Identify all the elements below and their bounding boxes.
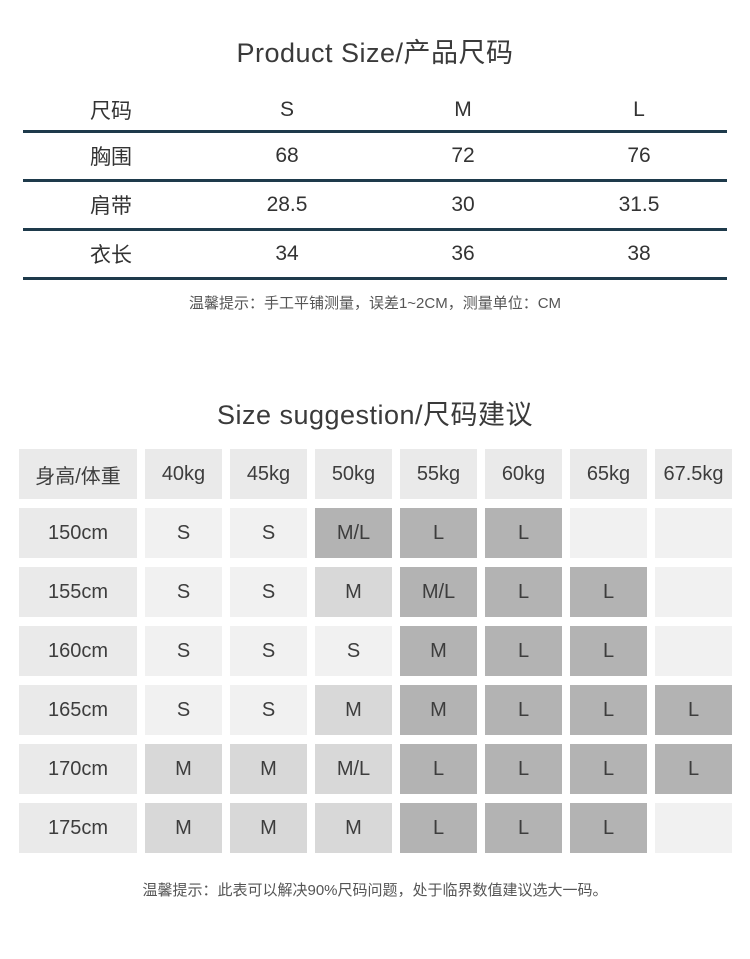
size-recommendation-cell: S <box>145 626 222 676</box>
measure-label: 肩带 <box>90 195 132 218</box>
size-recommendation-cell: M <box>315 685 392 735</box>
size-recommendation-cell: M <box>230 744 307 794</box>
height-label: 165cm <box>19 685 137 735</box>
size-suggestion-title: Size suggestion/尺码建议 <box>216 400 534 430</box>
size-recommendation-cell: L <box>570 685 647 735</box>
product-size-row: 肩带 28.5 30 31.5 <box>23 182 727 231</box>
measure-value: S <box>279 98 294 121</box>
height-label: 150cm <box>19 508 137 558</box>
weight-header: 65kg <box>570 449 647 499</box>
height-label: 170cm <box>19 744 137 794</box>
size-suggestion-table: 身高/体重 40kg 45kg 50kg 55kg 60kg 65kg 67.5kg 150cm… <box>19 449 732 853</box>
size-recommendation-cell: L <box>570 744 647 794</box>
product-size-section: Product Size/产品尺码 尺码 S M L 胸围 68 72 76 肩带 28.5 30 3… <box>0 0 750 314</box>
measure-value: M <box>454 98 472 121</box>
height-weight-header: 身高/体重 <box>19 449 137 499</box>
weight-header: 55kg <box>400 449 477 499</box>
product-size-header-row: 尺码 S M L <box>23 90 727 133</box>
size-recommendation-cell: M <box>315 567 392 617</box>
size-recommendation-cell: L <box>485 626 562 676</box>
measure-value: 30 <box>451 193 475 216</box>
size-recommendation-cell: L <box>485 685 562 735</box>
size-recommendation-cell: L <box>400 803 477 853</box>
size-recommendation-cell: S <box>145 508 222 558</box>
size-recommendation-cell: L <box>485 744 562 794</box>
size-recommendation-cell: L <box>485 567 562 617</box>
size-suggestion-section: Size suggestion/尺码建议 身高/体重 40kg 45kg 50kg 55… <box>0 398 750 901</box>
size-recommendation-cell: M <box>145 803 222 853</box>
product-size-table: 尺码 S M L 胸围 68 72 76 肩带 28.5 30 31.5 衣长 34 36 38 <box>23 90 727 280</box>
measure-label: 胸围 <box>90 146 132 169</box>
measure-value: 34 <box>275 242 299 265</box>
size-recommendation-cell: S <box>230 685 307 735</box>
empty-cell <box>655 626 732 676</box>
size-recommendation-cell: S <box>315 626 392 676</box>
size-recommendation-cell: M <box>145 744 222 794</box>
size-recommendation-cell: L <box>570 626 647 676</box>
suggestion-note: 温馨提示：此表可以解决90%尺码问题，处于临界数值建议选大一码。 <box>142 882 608 899</box>
measure-value: 36 <box>451 242 475 265</box>
height-label: 160cm <box>19 626 137 676</box>
measure-value: 38 <box>627 242 651 265</box>
height-label: 175cm <box>19 803 137 853</box>
size-recommendation-cell: S <box>230 626 307 676</box>
empty-cell <box>655 803 732 853</box>
weight-header: 45kg <box>230 449 307 499</box>
size-recommendation-cell: S <box>230 567 307 617</box>
size-recommendation-cell: S <box>145 685 222 735</box>
measure-value: 76 <box>627 144 651 167</box>
size-recommendation-cell: L <box>655 685 732 735</box>
size-recommendation-cell: M/L <box>400 567 477 617</box>
product-size-title: Product Size/产品尺码 <box>236 38 514 68</box>
measure-value: 31.5 <box>618 193 660 216</box>
size-recommendation-cell: M/L <box>315 744 392 794</box>
size-recommendation-cell: M <box>400 626 477 676</box>
empty-cell <box>570 508 647 558</box>
size-recommendation-cell: L <box>485 803 562 853</box>
size-recommendation-cell: M <box>400 685 477 735</box>
empty-cell <box>655 508 732 558</box>
product-size-row: 胸围 68 72 76 <box>23 133 727 182</box>
measure-value: 68 <box>275 144 299 167</box>
size-recommendation-cell: L <box>485 508 562 558</box>
size-recommendation-cell: L <box>655 744 732 794</box>
measure-label: 衣长 <box>90 244 132 267</box>
size-recommendation-cell: L <box>570 803 647 853</box>
size-recommendation-cell: M/L <box>315 508 392 558</box>
size-recommendation-cell: L <box>570 567 647 617</box>
empty-cell <box>655 567 732 617</box>
measurement-note: 温馨提示：手工平铺测量，误差1~2CM，测量单位：CM <box>188 295 562 312</box>
size-recommendation-cell: S <box>230 508 307 558</box>
measure-value: 72 <box>451 144 475 167</box>
size-recommendation-cell: S <box>145 567 222 617</box>
measure-label: 尺码 <box>90 100 132 123</box>
size-recommendation-cell: M <box>315 803 392 853</box>
size-recommendation-cell: M <box>230 803 307 853</box>
weight-header: 50kg <box>315 449 392 499</box>
product-size-row: 衣长 34 36 38 <box>23 231 727 280</box>
measure-value: L <box>633 98 645 121</box>
weight-header: 60kg <box>485 449 562 499</box>
measure-value: 28.5 <box>266 193 308 216</box>
size-recommendation-cell: L <box>400 508 477 558</box>
height-label: 155cm <box>19 567 137 617</box>
weight-header: 40kg <box>145 449 222 499</box>
weight-header: 67.5kg <box>655 449 732 499</box>
size-recommendation-cell: L <box>400 744 477 794</box>
